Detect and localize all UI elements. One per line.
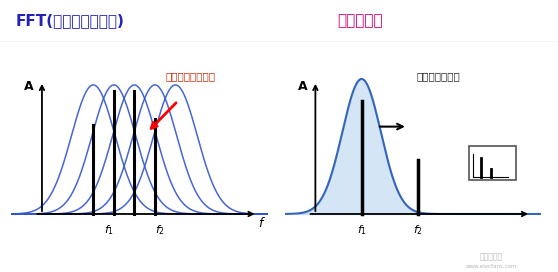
- Text: www.elecfans.com: www.elecfans.com: [465, 264, 517, 269]
- Text: A: A: [25, 81, 34, 93]
- Text: $f_1$: $f_1$: [104, 223, 114, 237]
- Bar: [469, 146, 516, 180]
- Text: 并行滤波器组处理: 并行滤波器组处理: [166, 71, 216, 81]
- Text: $f_1$: $f_1$: [357, 223, 367, 237]
- Text: f: f: [258, 217, 262, 230]
- Text: 扫频频谱仪: 扫频频谱仪: [337, 14, 383, 29]
- Text: 滤波器扫描测试: 滤波器扫描测试: [417, 71, 460, 81]
- Text: $f_2$: $f_2$: [155, 223, 165, 237]
- Text: FFT(快速傅立叶变换): FFT(快速傅立叶变换): [15, 14, 124, 29]
- Text: A: A: [298, 81, 307, 93]
- Text: $f_2$: $f_2$: [413, 223, 423, 237]
- Text: 电子发烧友: 电子发烧友: [479, 252, 503, 262]
